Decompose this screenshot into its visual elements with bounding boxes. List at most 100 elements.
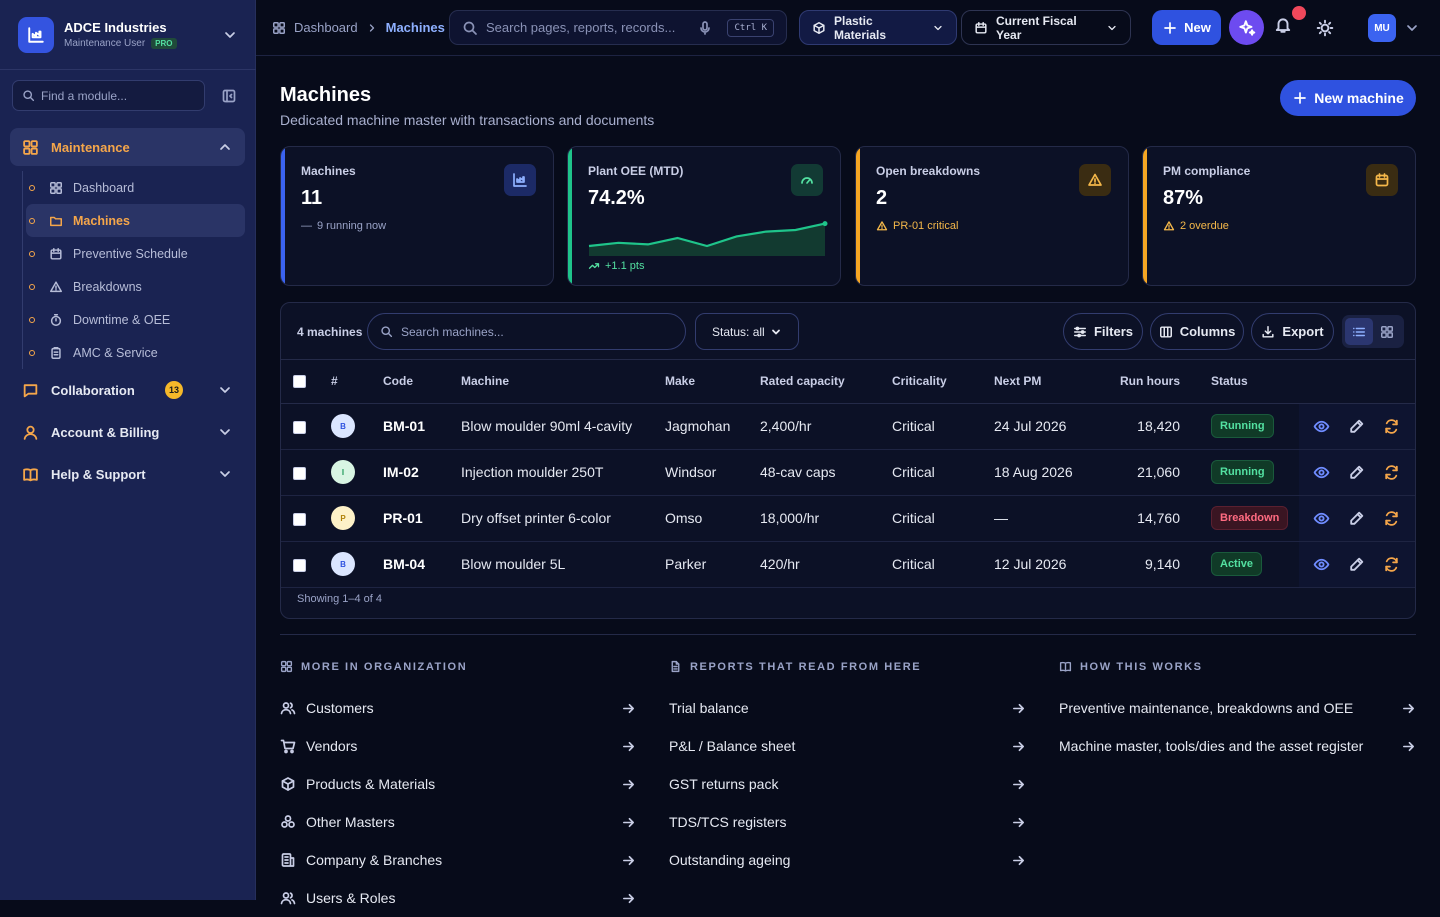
- chevron-down-icon[interactable]: [1404, 20, 1420, 36]
- row-checkbox[interactable]: [293, 558, 306, 572]
- machine-code[interactable]: BM-01: [383, 403, 461, 450]
- row-checkbox[interactable]: [293, 512, 306, 526]
- view-button[interactable]: [1313, 510, 1330, 527]
- kpi-label: Machines: [301, 164, 356, 178]
- report-link[interactable]: GST returns pack: [669, 765, 1026, 803]
- how-this-works: HOW THIS WORKS Preventive maintenance, b…: [1059, 660, 1416, 765]
- column-header[interactable]: Code: [383, 360, 461, 404]
- related-link[interactable]: Other Masters: [280, 803, 636, 841]
- machine-code[interactable]: IM-02: [383, 449, 461, 496]
- sidebar-item-dashboard[interactable]: Dashboard: [23, 171, 245, 204]
- report-link[interactable]: Outstanding ageing: [669, 841, 1026, 879]
- table-row[interactable]: B BM-04 Blow moulder 5L Parker 420/hr Cr…: [281, 541, 1415, 588]
- sidebar-section-collaboration[interactable]: Collaboration 13: [10, 371, 245, 409]
- view-button[interactable]: [1313, 556, 1330, 573]
- users-icon: [280, 892, 296, 905]
- sync-button[interactable]: [1383, 464, 1400, 481]
- business-unit-select[interactable]: Plastic Materials: [799, 10, 957, 45]
- column-header[interactable]: Machine: [461, 360, 665, 404]
- report-link[interactable]: Trial balance: [669, 689, 1026, 727]
- column-header[interactable]: Next PM: [994, 360, 1094, 404]
- sync-button[interactable]: [1383, 556, 1400, 573]
- sync-button[interactable]: [1383, 510, 1400, 527]
- sidebar-item-downtime-oee[interactable]: Downtime & OEE: [23, 303, 245, 336]
- column-header[interactable]: Status: [1180, 360, 1299, 404]
- edit-button[interactable]: [1348, 556, 1365, 573]
- collapse-sidebar-button[interactable]: [215, 80, 243, 111]
- sync-button[interactable]: [1383, 418, 1400, 435]
- related-link[interactable]: Company & Branches: [280, 841, 636, 879]
- new-button[interactable]: New: [1152, 10, 1221, 45]
- status-badge: Breakdown: [1211, 506, 1289, 530]
- theme-toggle-button[interactable]: [1316, 19, 1334, 37]
- sidebar-section-help-support[interactable]: Help & Support: [10, 455, 245, 493]
- sidebar-item-label: Breakdowns: [73, 279, 142, 294]
- breadcrumb-dashboard-link[interactable]: Dashboard: [294, 20, 358, 35]
- filters-button[interactable]: Filters: [1063, 313, 1143, 350]
- column-header[interactable]: Make: [665, 360, 760, 404]
- columns-icon: [1159, 325, 1172, 338]
- export-button[interactable]: Export: [1251, 313, 1334, 350]
- machine-code[interactable]: BM-04: [383, 541, 461, 588]
- edit-button[interactable]: [1348, 464, 1365, 481]
- sidebar-item-machines[interactable]: Machines: [26, 204, 245, 237]
- column-header[interactable]: Rated capacity: [760, 360, 892, 404]
- related-link[interactable]: Products & Materials: [280, 765, 636, 803]
- edit-button[interactable]: [1348, 510, 1365, 527]
- select-all-checkbox[interactable]: [293, 375, 306, 389]
- kpi-note: 2 overdue: [1180, 220, 1229, 232]
- status-filter-value: Status: all: [712, 324, 765, 339]
- criticality: Critical: [892, 403, 994, 450]
- grid-view-button[interactable]: [1373, 318, 1401, 345]
- eye-icon: [1313, 558, 1330, 570]
- search-icon: [381, 326, 393, 338]
- org-switcher[interactable]: ADCE Industries Maintenance User PRO: [0, 0, 256, 70]
- sidebar-section-maintenance[interactable]: Maintenance: [10, 128, 245, 166]
- global-search-input[interactable]: Search pages, reports, records... Ctrl K: [449, 10, 787, 45]
- arrow-right-icon: [623, 855, 634, 865]
- rated-capacity: 48-cav caps: [760, 449, 892, 496]
- column-header[interactable]: #: [331, 360, 383, 404]
- table-row[interactable]: I IM-02 Injection moulder 250T Windsor 4…: [281, 449, 1415, 496]
- microphone-icon[interactable]: [697, 20, 713, 36]
- list-icon: [1353, 327, 1365, 336]
- module-search-input[interactable]: Find a module...: [12, 80, 205, 111]
- row-checkbox[interactable]: [293, 420, 306, 434]
- machine-code[interactable]: PR-01: [383, 495, 461, 542]
- related-link[interactable]: Customers: [280, 689, 636, 727]
- list-view-button[interactable]: [1345, 318, 1373, 345]
- sidebar-item-breakdowns[interactable]: Breakdowns: [23, 270, 245, 303]
- chevron-down-icon: [934, 25, 942, 30]
- columns-button[interactable]: Columns: [1150, 313, 1244, 350]
- arrow-right-icon: [1403, 703, 1414, 713]
- report-link[interactable]: P&L / Balance sheet: [669, 727, 1026, 765]
- document-icon: [671, 660, 680, 673]
- row-checkbox[interactable]: [293, 466, 306, 480]
- guide-link[interactable]: Preventive maintenance, breakdowns and O…: [1059, 689, 1416, 727]
- period-select[interactable]: Current Fiscal Year: [961, 10, 1131, 45]
- view-button[interactable]: [1313, 418, 1330, 435]
- machine-search-input[interactable]: Search machines...: [367, 313, 686, 350]
- machine-initial-avatar: I: [331, 460, 355, 484]
- report-link[interactable]: TDS/TCS registers: [669, 803, 1026, 841]
- sidebar-section-account-billing[interactable]: Account & Billing: [10, 413, 245, 451]
- column-header[interactable]: Run hours: [1094, 360, 1180, 404]
- notifications-button[interactable]: [1274, 6, 1306, 34]
- table-row[interactable]: B BM-01 Blow moulder 90ml 4-cavity Jagmo…: [281, 403, 1415, 450]
- sidebar-item-preventive-schedule[interactable]: Preventive Schedule: [23, 237, 245, 270]
- column-header[interactable]: Criticality: [892, 360, 994, 404]
- table-row[interactable]: P PR-01 Dry offset printer 6-color Omso …: [281, 495, 1415, 542]
- status-filter-select[interactable]: Status: all: [695, 313, 799, 350]
- user-avatar[interactable]: MU: [1368, 14, 1396, 42]
- notification-count-badge: 13: [165, 381, 183, 399]
- pencil-icon: [1350, 511, 1364, 525]
- related-link[interactable]: Vendors: [280, 727, 636, 765]
- arrow-right-icon: [623, 817, 634, 827]
- related-link[interactable]: Users & Roles: [280, 879, 636, 917]
- guide-link[interactable]: Machine master, tools/dies and the asset…: [1059, 727, 1416, 765]
- ai-assistant-button[interactable]: [1229, 10, 1264, 45]
- view-button[interactable]: [1313, 464, 1330, 481]
- new-machine-button[interactable]: New machine: [1280, 80, 1416, 116]
- sidebar-item-amc-service[interactable]: AMC & Service: [23, 336, 245, 369]
- edit-button[interactable]: [1348, 418, 1365, 435]
